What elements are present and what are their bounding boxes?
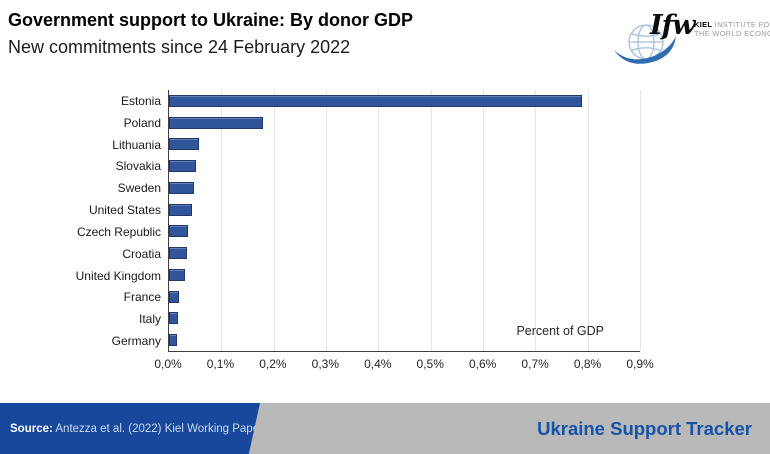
bar-row-slovakia (169, 155, 640, 177)
plot-area: Percent of GDP (168, 90, 641, 352)
gridline (535, 90, 537, 351)
institute-name-line1: INSTITUTE FOR (712, 20, 770, 29)
ifw-wordmark: Ifw (650, 10, 695, 41)
bar-row-france (169, 286, 640, 308)
value-axis: 0,0% 0,1% 0,2% 0,3% 0,4% 0,5% 0,6% 0,7% 0,8% 0,9% (154, 357, 653, 373)
source-banner: Source: Antezza et al. (2022) Kiel Worki… (0, 403, 260, 454)
page-title: Government support to Ukraine: By donor … (8, 10, 414, 30)
gridline (221, 90, 223, 351)
bar-row-italy (169, 308, 640, 330)
gridline (640, 90, 641, 351)
bar-row-croatia (169, 242, 640, 264)
category-label-germany: Germany (111, 334, 161, 349)
kiel-institute-logo: Ifw KIEL INSTITUTE FOR THE WORLD ECONOMY (610, 6, 770, 66)
category-axis: Estonia Poland Lithuania Slovakia Sweden Unit… (0, 90, 161, 352)
page-subtitle: New commitments since 24 February 2022 (8, 37, 351, 57)
bar-series (169, 90, 640, 351)
globe-icon (610, 16, 682, 73)
tracker-brand: Ukraine Support Tracker (537, 417, 752, 439)
category-label-slovakia: Slovakia (115, 159, 161, 174)
gridline (325, 90, 327, 351)
bar-row-czech-republic (169, 221, 640, 243)
bar-row-germany (169, 329, 640, 351)
xtick-label: 0,2% (259, 357, 287, 371)
xtick-label: 0,6% (468, 357, 497, 371)
gridline (378, 90, 380, 351)
institute-name: KIEL INSTITUTE FOR THE WORLD ECONOMY (694, 20, 770, 38)
source-text: Antezza et al. (2022) Kiel Working Paper (52, 422, 263, 435)
bar-croatia (169, 247, 188, 260)
category-label-poland: Poland (123, 115, 161, 130)
category-label-estonia: Estonia (120, 93, 161, 108)
category-label-united-states: United States (88, 203, 161, 218)
xtick-label: 0,3% (311, 357, 340, 371)
footer: Source: Antezza et al. (2022) Kiel Worki… (0, 403, 770, 454)
category-label-czech-republic: Czech Republic (76, 224, 161, 239)
source-label: Source: (10, 422, 53, 435)
institute-name-bold: KIEL (694, 20, 713, 29)
gridline (273, 90, 275, 351)
gridline (430, 90, 432, 351)
xtick-label: 0,5% (416, 357, 444, 371)
category-label-italy: Italy (138, 312, 161, 327)
gridline (482, 90, 484, 351)
axis-unit-label: Percent of GDP (516, 324, 604, 338)
bar-row-united-states (169, 199, 640, 221)
source-line: Source: Antezza et al. (2022) Kiel Worki… (10, 422, 263, 435)
bar-row-lithuania (169, 134, 640, 156)
xtick-label: 0,1% (206, 357, 235, 371)
xtick-label: 0,0% (154, 357, 182, 371)
gridline (587, 90, 589, 351)
bar-germany (169, 334, 178, 347)
bar-united-states (169, 203, 193, 216)
bar-row-poland (169, 112, 640, 134)
xtick-label: 0,7% (521, 357, 549, 371)
category-label-lithuania: Lithuania (112, 137, 161, 152)
bar-row-estonia (169, 90, 640, 112)
xtick-label: 0,9% (626, 357, 654, 371)
xtick-label: 0,8% (573, 357, 602, 371)
bar-united-kingdom (169, 268, 186, 281)
bar-sweden (169, 181, 194, 194)
bar-czech-republic (169, 225, 189, 238)
category-label-united-kingdom: United Kingdom (75, 268, 161, 283)
bar-lithuania (169, 138, 200, 151)
bar-row-sweden (169, 177, 640, 199)
bar-row-united-kingdom (169, 264, 640, 286)
bar-italy (169, 312, 178, 325)
category-label-sweden: Sweden (117, 181, 161, 196)
institute-name-line2: THE WORLD ECONOMY (694, 28, 770, 38)
xtick-label: 0,4% (364, 357, 392, 371)
category-label-france: France (123, 290, 161, 305)
bar-poland (169, 116, 264, 129)
bar-france (169, 290, 179, 303)
category-label-croatia: Croatia (122, 246, 161, 261)
bar-estonia (169, 94, 583, 107)
bar-slovakia (169, 160, 197, 173)
